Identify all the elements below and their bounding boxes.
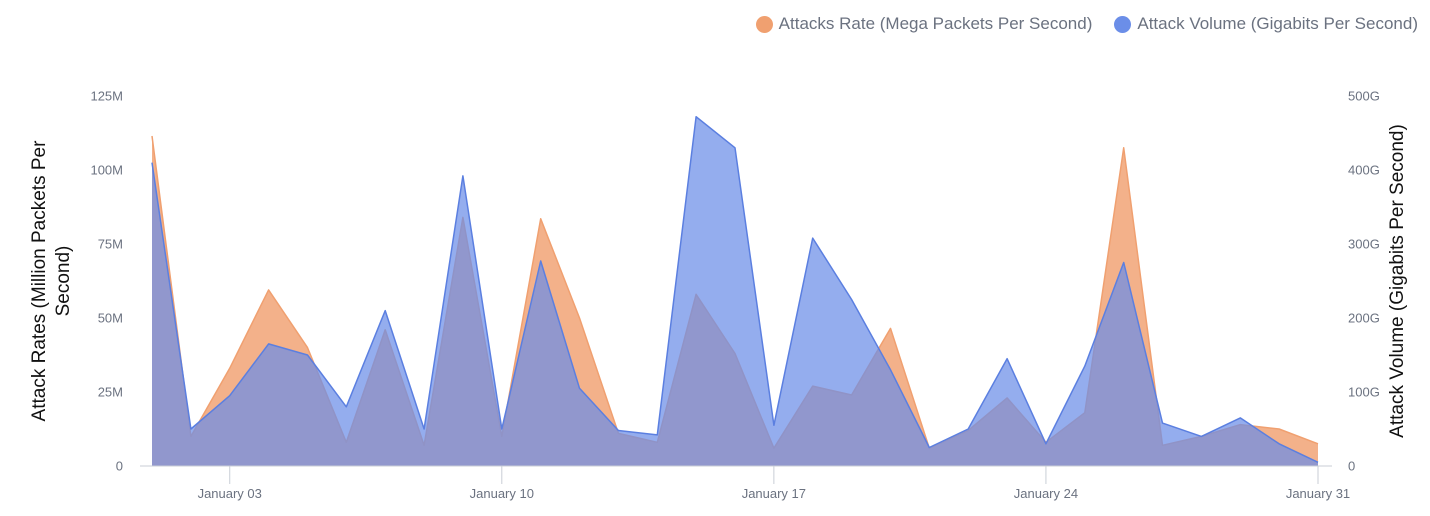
data-point-attacks-rate[interactable] <box>1121 145 1127 151</box>
y-left-axis-title: Attack Rates (Million Packets Per Second) <box>29 140 74 422</box>
data-point-attack-volume[interactable] <box>654 432 660 438</box>
data-point-attack-volume[interactable] <box>771 422 777 428</box>
data-point-attack-volume[interactable] <box>810 235 816 241</box>
data-point-attacks-rate[interactable] <box>577 315 583 321</box>
data-point-attacks-rate[interactable] <box>538 216 544 222</box>
data-point-attack-volume[interactable] <box>693 114 699 120</box>
data-point-attack-volume[interactable] <box>1004 356 1010 362</box>
data-point-attacks-rate[interactable] <box>227 365 233 371</box>
legend-marker-volume <box>1114 15 1132 33</box>
data-point-attack-volume[interactable] <box>732 145 738 151</box>
data-point-attacks-rate[interactable] <box>266 287 272 293</box>
y-left-tick-label: 75M <box>98 237 123 252</box>
y-right-tick-label: 100G <box>1348 385 1380 400</box>
data-point-attack-volume[interactable] <box>421 426 427 432</box>
y-right-tick-label: 500G <box>1348 89 1380 104</box>
data-point-attack-volume[interactable] <box>1315 459 1321 465</box>
data-point-attack-volume[interactable] <box>926 445 932 451</box>
data-point-attack-volume[interactable] <box>888 367 894 373</box>
x-tick-label: January 31 <box>1286 486 1350 501</box>
axis-layer <box>140 465 1332 484</box>
legend-item-volume[interactable]: Attack Volume (Gigabits Per Second) <box>1114 14 1418 34</box>
y-left-tick-label: 50M <box>98 311 123 326</box>
legend-marker-rate <box>755 15 773 33</box>
data-point-attack-volume[interactable] <box>1043 441 1049 447</box>
data-point-attacks-rate[interactable] <box>149 133 155 139</box>
data-point-attacks-rate[interactable] <box>1276 426 1282 432</box>
legend-item-rate[interactable]: Attacks Rate (Mega Packets Per Second) <box>755 14 1093 34</box>
data-point-attack-volume[interactable] <box>1237 415 1243 421</box>
y-left-tick-label: 100M <box>90 163 123 178</box>
x-tick-label: January 10 <box>470 486 534 501</box>
data-point-attack-volume[interactable] <box>227 393 233 399</box>
y-right-axis-title: Attack Volume (Gigabits Per Second) <box>1387 124 1408 438</box>
data-point-attack-volume[interactable] <box>538 258 544 264</box>
legend-label-volume: Attack Volume (Gigabits Per Second) <box>1137 14 1418 33</box>
x-tick-label: January 03 <box>198 486 262 501</box>
data-point-attack-volume[interactable] <box>188 426 194 432</box>
data-point-attack-volume[interactable] <box>305 352 311 358</box>
data-point-attack-volume[interactable] <box>965 426 971 432</box>
data-point-attack-volume[interactable] <box>1160 420 1166 426</box>
data-point-attack-volume[interactable] <box>1082 363 1088 369</box>
y-right-tick-label: 300G <box>1348 237 1380 252</box>
y-right-tick-label: 400G <box>1348 163 1380 178</box>
y-left-tick-label: 125M <box>90 89 123 104</box>
data-point-attacks-rate[interactable] <box>888 325 894 331</box>
label-layer: January 03 January 10 January 17 January 24… <box>29 89 1408 502</box>
data-point-attack-volume[interactable] <box>149 160 155 166</box>
data-point-attack-volume[interactable] <box>266 341 272 347</box>
y-left-tick-label: 0 <box>116 459 123 474</box>
data-point-attack-volume[interactable] <box>382 308 388 314</box>
y-left-tick-label: 25M <box>98 385 123 400</box>
data-point-attack-volume[interactable] <box>343 404 349 410</box>
data-point-attack-volume[interactable] <box>460 173 466 179</box>
data-point-attack-volume[interactable] <box>849 297 855 303</box>
data-point-attack-volume[interactable] <box>577 385 583 391</box>
data-point-attack-volume[interactable] <box>499 426 505 432</box>
x-tick-label: January 24 <box>1014 486 1078 501</box>
area-series-attack-volume[interactable] <box>152 116 1318 466</box>
y-right-tick-label: 200G <box>1348 311 1380 326</box>
data-point-attacks-rate[interactable] <box>305 345 311 351</box>
y-right-tick-label: 0 <box>1348 459 1355 474</box>
x-tick-label: January 17 <box>742 486 806 501</box>
series-layer <box>149 114 1321 466</box>
data-point-attack-volume[interactable] <box>1276 441 1282 447</box>
data-point-attack-volume[interactable] <box>615 428 621 434</box>
data-point-attacks-rate[interactable] <box>1315 441 1321 447</box>
data-point-attack-volume[interactable] <box>1121 260 1127 266</box>
data-point-attack-volume[interactable] <box>1198 433 1204 439</box>
line-series-attack-volume <box>151 115 1319 463</box>
legend-label-rate: Attacks Rate (Mega Packets Per Second) <box>778 14 1093 33</box>
legend: Attacks Rate (Mega Packets Per Second) A… <box>755 14 1418 34</box>
